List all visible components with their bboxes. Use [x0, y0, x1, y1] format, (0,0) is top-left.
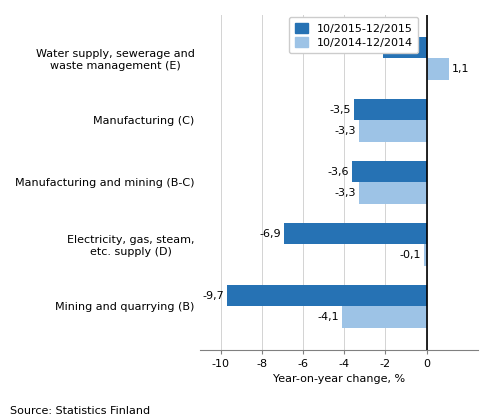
- Bar: [424, 244, 426, 266]
- Text: -9,7: -9,7: [202, 290, 224, 300]
- Bar: [354, 99, 426, 120]
- Bar: [227, 285, 426, 306]
- Bar: [342, 306, 426, 328]
- Text: -4,1: -4,1: [317, 312, 339, 322]
- Bar: [284, 223, 426, 244]
- X-axis label: Year-on-year change, %: Year-on-year change, %: [273, 374, 405, 384]
- Text: -2,1: -2,1: [358, 42, 380, 52]
- Bar: [383, 37, 426, 58]
- Text: -0,1: -0,1: [400, 250, 422, 260]
- Text: -6,9: -6,9: [260, 228, 282, 238]
- Text: Source: Statistics Finland: Source: Statistics Finland: [10, 406, 150, 416]
- Text: -3,5: -3,5: [330, 104, 352, 114]
- Bar: [358, 120, 426, 142]
- Text: 1,1: 1,1: [452, 64, 470, 74]
- Bar: [352, 161, 426, 182]
- Text: -3,3: -3,3: [334, 188, 355, 198]
- Bar: [358, 182, 426, 204]
- Text: -3,3: -3,3: [334, 126, 355, 136]
- Bar: [426, 58, 449, 80]
- Legend: 10/2015-12/2015, 10/2014-12/2014: 10/2015-12/2015, 10/2014-12/2014: [289, 17, 419, 53]
- Text: -3,6: -3,6: [328, 166, 350, 176]
